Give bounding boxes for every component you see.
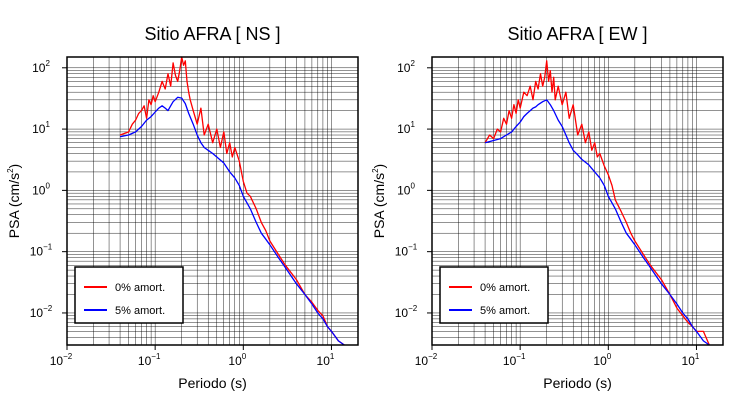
x-tick-label: 10−1	[138, 352, 161, 368]
x-tick-label: 100	[228, 352, 246, 368]
grid	[431, 57, 724, 346]
legend-entry-label: 5% amort.	[480, 305, 530, 317]
y-tick-label: 102	[397, 59, 415, 75]
chart-title: Sitio AFRA [ NS ]	[144, 24, 280, 44]
grid	[66, 57, 359, 346]
series-line-red	[484, 60, 710, 346]
legend: 0% amort. 5% amort.	[74, 266, 184, 324]
x-tick-label: 101	[317, 352, 335, 368]
chart-title: Sitio AFRA [ EW ]	[507, 24, 647, 44]
legend-entry-label: 5% amort.	[115, 305, 165, 317]
series-line-blue	[119, 96, 345, 346]
y-axis-label: PSA (cm/s2)	[371, 164, 387, 238]
y-tick-label: 100	[397, 181, 415, 197]
legend-box	[74, 266, 184, 324]
plot-frame	[431, 56, 724, 346]
x-tick-label: 10−2	[415, 352, 438, 368]
y-tick-label: 10−1	[30, 243, 53, 259]
x-tick-label: 100	[593, 352, 611, 368]
x-tick-label: 10−1	[503, 352, 526, 368]
x-tick-label: 10−2	[50, 352, 73, 368]
series-line-red	[119, 56, 345, 346]
series-line-blue	[484, 99, 710, 346]
axis-ticks	[62, 67, 332, 350]
chart-panel-ew: 10−2 10−1 100 101 10−2 10−1 100 101 102 Sitio AFR…	[371, 24, 724, 391]
y-tick-label: 100	[32, 181, 50, 197]
x-axis-label: Periodo (s)	[178, 375, 246, 391]
x-tick-label: 101	[682, 352, 700, 368]
x-axis-label: Periodo (s)	[543, 375, 611, 391]
y-tick-label: 102	[32, 59, 50, 75]
legend-entry-label: 0% amort.	[480, 282, 530, 294]
plot-frame	[66, 56, 359, 346]
legend: 0% amort. 5% amort.	[439, 266, 549, 324]
y-tick-label: 101	[32, 120, 50, 136]
y-tick-label: 101	[397, 120, 415, 136]
y-axis-label: PSA (cm/s2)	[6, 164, 22, 238]
y-tick-label: 10−1	[395, 243, 418, 259]
y-tick-label: 10−2	[30, 304, 53, 320]
chart-panel-ns: 10−2 10−1 100 101 10−2 10−1 100 101 102 Sitio AFR…	[6, 24, 359, 391]
y-tick-label: 10−2	[395, 304, 418, 320]
axis-ticks	[427, 67, 697, 350]
legend-entry-label: 0% amort.	[115, 282, 165, 294]
legend-box	[439, 266, 549, 324]
